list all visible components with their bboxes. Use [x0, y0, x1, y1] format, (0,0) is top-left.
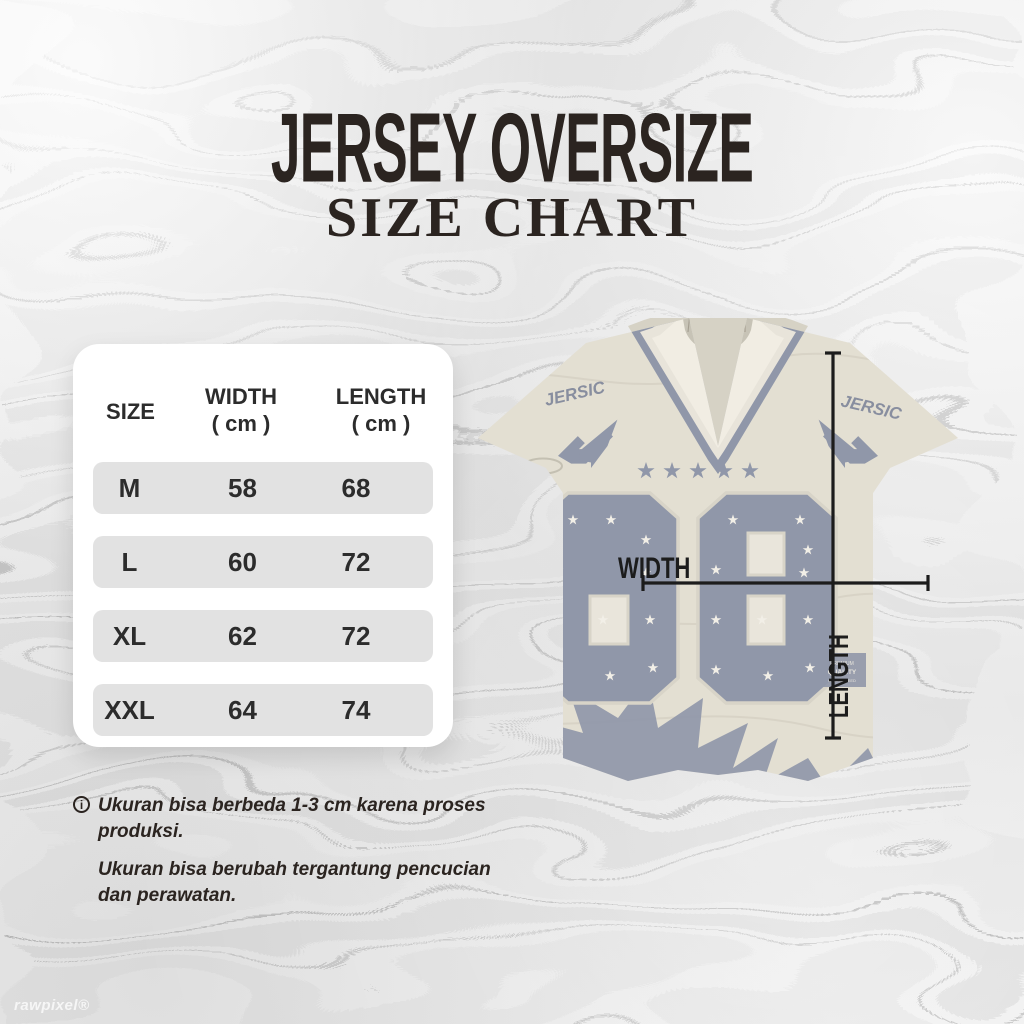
svg-text:LENGTH: LENGTH [824, 634, 855, 718]
svg-text:WIDTH: WIDTH [618, 551, 690, 585]
